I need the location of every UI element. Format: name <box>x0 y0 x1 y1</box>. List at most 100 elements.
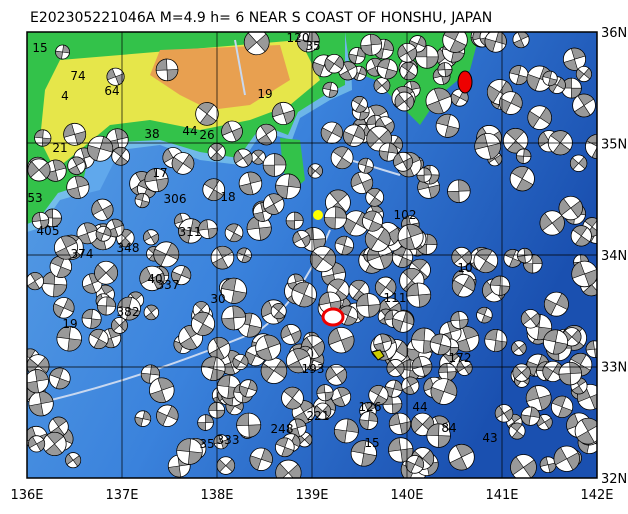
ball-quadrant <box>55 235 77 260</box>
ball-quadrant <box>309 248 336 270</box>
focal-mechanism <box>508 422 526 440</box>
focal-mechanism <box>397 223 424 250</box>
focal-mechanism <box>542 70 558 86</box>
ball-quadrant <box>296 32 320 53</box>
focal-mechanism <box>378 142 398 162</box>
focal-mechanism <box>260 357 288 384</box>
focal-mechanism <box>324 53 345 74</box>
focal-mechanism <box>27 158 51 182</box>
ball-quadrant <box>320 122 343 143</box>
focal-mechanism <box>195 102 219 126</box>
focal-mechanism <box>48 416 69 437</box>
focal-mechanism <box>171 265 192 286</box>
ball-quadrant <box>171 265 192 285</box>
ball-quadrant <box>334 418 359 444</box>
focal-mechanism <box>198 219 218 239</box>
focal-mechanism <box>280 324 302 345</box>
ball-quadrant <box>94 264 118 282</box>
ball-quadrant <box>411 356 433 377</box>
focal-mechanism <box>67 156 86 175</box>
depth-label: 53 <box>27 191 42 205</box>
ball-quadrant <box>197 414 214 431</box>
focal-mechanism <box>450 311 469 330</box>
focal-mechanism <box>585 340 597 358</box>
focal-mechanism <box>139 265 165 292</box>
depth-label: 21 <box>52 141 67 155</box>
depth-label: 19 <box>257 87 272 101</box>
ball-quadrant <box>490 275 511 296</box>
ball-quadrant <box>523 254 543 274</box>
ball-quadrant <box>56 326 82 352</box>
focal-mechanism <box>285 211 304 230</box>
focal-mechanism <box>585 134 597 160</box>
focal-mechanism <box>484 32 507 53</box>
ball-quadrant <box>551 395 573 418</box>
ball-quadrant <box>243 32 270 53</box>
depth-label: 4 <box>61 89 69 103</box>
lat-label: 35N <box>601 138 627 153</box>
depth-label: 333 <box>217 433 240 447</box>
focal-mechanism <box>348 47 366 65</box>
ball-quadrant <box>350 172 374 194</box>
lat-label: 33N <box>601 361 627 376</box>
focal-mechanism <box>342 124 366 147</box>
focal-mechanism <box>525 385 552 411</box>
focal-mechanism <box>373 333 392 353</box>
focal-mechanism <box>216 456 236 475</box>
focal-mechanism <box>54 235 79 260</box>
focal-mechanism <box>360 33 383 56</box>
focal-mechanism <box>391 310 415 333</box>
ball-quadrant <box>525 385 552 411</box>
focal-mechanism <box>296 32 320 53</box>
mechanisms <box>27 32 597 478</box>
ball-quadrant <box>494 405 514 422</box>
depth-label: 248 <box>271 422 294 436</box>
ball-quadrant <box>27 161 51 179</box>
depth-label: 17 <box>152 166 167 180</box>
ball-quadrant <box>447 179 471 203</box>
focal-mechanism <box>435 113 460 138</box>
focal-mechanism <box>255 123 278 146</box>
focal-mechanism <box>331 386 352 407</box>
axis-labels: 136E 137E 138E 139E 140E 141E 142E 36N 35N 34N 33N… <box>10 26 627 503</box>
ball-quadrant <box>585 340 597 358</box>
ball-quadrant <box>576 417 597 445</box>
ball-quadrant <box>155 58 179 82</box>
ball-quadrant <box>542 70 558 86</box>
ball-quadrant <box>201 356 226 381</box>
ball-quadrant <box>239 379 258 398</box>
focal-mechanism <box>438 362 457 382</box>
plate-boundary <box>349 159 401 176</box>
ball-quadrant <box>236 412 262 438</box>
focal-mechanism <box>323 206 347 230</box>
focal-mechanism <box>448 443 475 471</box>
ball-quadrant <box>397 44 418 62</box>
ball-quadrant <box>221 305 246 331</box>
focal-mechanism <box>388 412 412 435</box>
ball-quadrant <box>95 226 112 242</box>
ball-quadrant <box>511 341 527 355</box>
focal-mechanism <box>510 454 537 478</box>
focal-mechanism <box>430 378 458 405</box>
ball-quadrant <box>314 404 332 418</box>
ball-quadrant <box>476 307 493 324</box>
focal-mechanism <box>543 329 569 355</box>
depth-label: 84 <box>441 421 456 435</box>
focal-mechanism <box>91 198 114 221</box>
focal-mechanism <box>111 317 128 334</box>
focal-mechanism <box>350 440 377 467</box>
ball-quadrant <box>141 364 160 384</box>
ball-quadrant <box>543 329 568 355</box>
focal-mechanism <box>134 192 150 209</box>
depth-label: 44 <box>412 400 427 414</box>
ball-quadrant <box>388 413 411 435</box>
ball-quadrant <box>343 125 366 146</box>
focal-mechanism <box>197 414 214 431</box>
depth-label: 374 <box>71 247 94 261</box>
lat-label: 36N <box>601 26 627 41</box>
focal-mechanism <box>558 195 583 221</box>
ball-quadrant <box>358 157 374 174</box>
ball-quadrant <box>365 228 391 250</box>
focal-mechanism <box>511 340 527 356</box>
focal-mechanism <box>569 154 588 172</box>
